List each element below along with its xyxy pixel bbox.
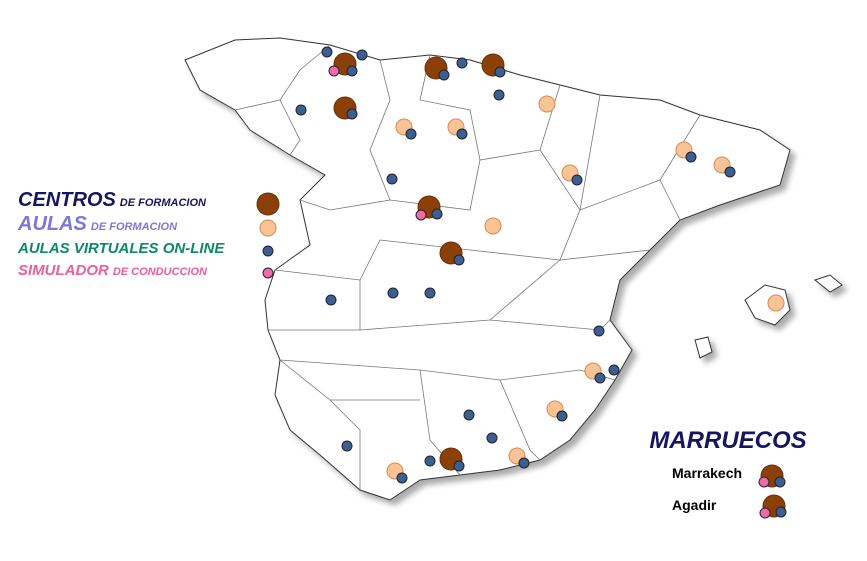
virtual-classroom <box>346 65 358 77</box>
virtual-classroom <box>325 294 337 306</box>
virtual-classroom <box>356 49 368 61</box>
classroom <box>538 95 556 113</box>
virtual-classroom <box>396 472 408 484</box>
legend-sub: DE FORMACION <box>91 221 178 233</box>
morocco-title: MARRUECOS <box>649 427 806 454</box>
virtual-classroom <box>341 440 353 452</box>
legend-label: CENTROS DE FORMACION <box>18 189 207 211</box>
virtual-classroom <box>346 108 358 120</box>
simulator <box>758 476 770 488</box>
legend-symbol <box>256 192 280 216</box>
legend-symbol <box>262 267 274 279</box>
classroom <box>767 294 785 312</box>
virtual-classroom <box>494 66 506 78</box>
city-label: Marrakech <box>672 465 742 481</box>
virtual-classroom <box>463 409 475 421</box>
virtual-classroom <box>486 432 498 444</box>
virtual-classroom <box>453 254 465 266</box>
virtual-classroom <box>685 151 697 163</box>
virtual-classroom <box>295 104 307 116</box>
legend-main: AULAS VIRTUALES ON-LINE <box>17 240 225 257</box>
legend-main: SIMULADOR <box>18 262 109 279</box>
simulator <box>328 65 340 77</box>
virtual-classroom <box>556 410 568 422</box>
markers <box>295 46 787 519</box>
virtual-classroom <box>424 455 436 467</box>
virtual-classroom <box>518 457 530 469</box>
virtual-classroom <box>724 166 736 178</box>
virtual-classroom <box>493 89 505 101</box>
virtual-classroom <box>405 128 417 140</box>
legend-main: AULAS <box>17 213 88 235</box>
virtual-classroom <box>774 476 786 488</box>
legend-sub: DE CONDUCCION <box>113 266 208 278</box>
virtual-classroom <box>594 372 606 384</box>
classroom <box>484 217 502 235</box>
virtual-classroom <box>453 460 465 472</box>
legend-sub: DE FORMACION <box>120 197 207 209</box>
simulator <box>759 507 771 519</box>
city-label: Agadir <box>672 497 717 513</box>
virtual-classroom <box>608 364 620 376</box>
simulator <box>415 209 427 221</box>
virtual-classroom <box>431 208 443 220</box>
virtual-classroom <box>438 69 450 81</box>
virtual-classroom <box>321 46 333 58</box>
legend-label: AULAS DE FORMACION <box>17 213 178 235</box>
virtual-classroom <box>593 325 605 337</box>
virtual-classroom <box>387 287 399 299</box>
legend-symbol <box>262 245 274 257</box>
virtual-classroom <box>775 506 787 518</box>
legend-label: SIMULADOR DE CONDUCCION <box>18 262 208 279</box>
virtual-classroom <box>386 173 398 185</box>
virtual-classroom <box>456 57 468 69</box>
legend-symbol <box>259 219 277 237</box>
legend-main: CENTROS <box>18 189 116 211</box>
legend-label: AULAS VIRTUALES ON-LINE <box>17 240 225 257</box>
virtual-classroom <box>456 128 468 140</box>
virtual-classroom <box>571 174 583 186</box>
virtual-classroom <box>424 287 436 299</box>
